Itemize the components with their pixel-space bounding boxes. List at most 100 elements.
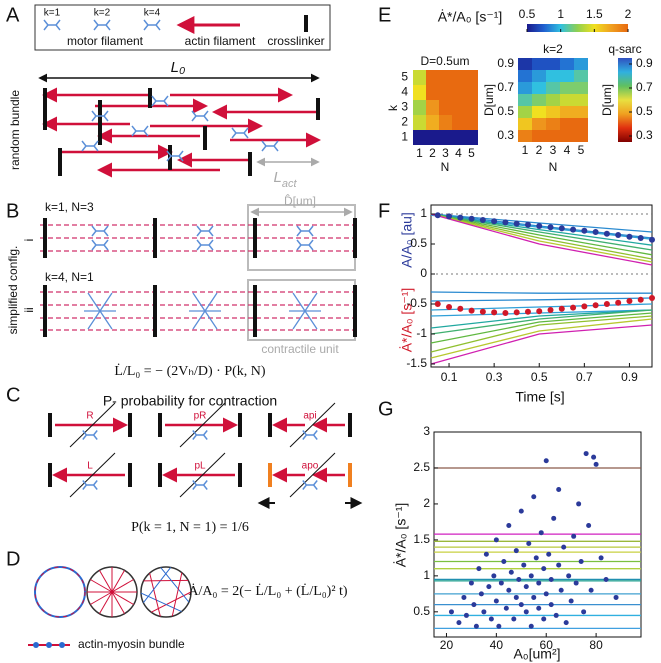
y-tick-label: 1 <box>423 568 430 582</box>
motor <box>196 225 214 237</box>
diagram-shapes <box>28 4 363 648</box>
dot <box>558 305 565 312</box>
x-tick-label: 60 <box>540 638 554 652</box>
heatmap-cell <box>452 85 465 100</box>
point <box>556 487 562 493</box>
point <box>581 609 587 615</box>
y-tick-label: 4 <box>401 85 408 99</box>
motor-star <box>204 292 221 330</box>
l0-label: L₀ <box>171 59 186 76</box>
heatmap-cell <box>546 130 560 142</box>
y-tick-label: 0.5 <box>497 104 514 118</box>
state-label: pR <box>194 411 207 422</box>
point <box>496 623 502 629</box>
colorbar-tick-label: 0.7 <box>636 80 653 94</box>
heatmap-cell <box>452 100 465 115</box>
line <box>430 213 653 251</box>
state-label: R <box>86 411 93 422</box>
motor-label: k=1 <box>44 8 61 19</box>
y-tick-label: 2 <box>401 115 408 129</box>
heatmap-cell <box>560 118 574 130</box>
motor <box>196 239 214 251</box>
line <box>430 213 653 246</box>
dot <box>592 229 599 235</box>
map-title: k=2 <box>543 42 563 56</box>
slash <box>289 402 336 448</box>
legend-label: actin filament <box>185 34 256 48</box>
colorbar-tick-label: 0.5 <box>636 104 653 118</box>
heatmap-cell <box>546 82 560 94</box>
dot <box>536 223 543 229</box>
axis-label: k <box>386 104 400 111</box>
axis-label: N <box>549 160 558 174</box>
spoke <box>90 579 113 593</box>
motor <box>82 430 98 440</box>
heatmap-cell <box>465 70 478 85</box>
dot <box>491 218 498 225</box>
y-tick-label: 1 <box>401 130 408 144</box>
heatmap-cell <box>413 130 426 145</box>
heatmap-cell <box>452 115 465 130</box>
heatmap-cell <box>426 70 439 85</box>
plot-frame <box>430 204 653 368</box>
x-tick-label: 0.7 <box>576 370 593 384</box>
spoke <box>111 591 134 605</box>
point <box>498 580 504 586</box>
side-label: simplified config. <box>6 246 20 335</box>
point <box>506 523 512 529</box>
point <box>501 558 507 564</box>
heatmap-cell <box>532 106 546 118</box>
heatmap-cell <box>452 130 465 145</box>
line <box>430 213 653 260</box>
heatmap-cell <box>439 70 452 85</box>
dot <box>446 213 453 220</box>
heatmap-cell <box>546 70 560 82</box>
side-label: random bundle <box>8 90 22 170</box>
point <box>518 508 524 514</box>
dot <box>626 298 633 304</box>
point <box>521 562 527 568</box>
heatmap-cell <box>560 58 574 70</box>
y-tick-label: 0.5 <box>410 236 427 250</box>
spoke <box>90 591 113 605</box>
chord <box>143 567 172 603</box>
motor <box>302 480 318 490</box>
point <box>536 605 542 611</box>
heatmap-cell <box>465 130 478 145</box>
y-tick-label: 3 <box>401 100 408 114</box>
line <box>430 312 653 344</box>
spoke <box>111 579 134 593</box>
dot <box>513 309 520 316</box>
point <box>473 623 479 629</box>
y-tick-label: 0 <box>420 266 427 280</box>
dot <box>479 308 486 315</box>
point <box>483 551 489 557</box>
lact-label: Lact <box>273 169 297 190</box>
dot <box>502 219 509 226</box>
motor <box>82 480 98 490</box>
point <box>541 616 547 622</box>
point <box>456 620 462 626</box>
heatmap-cell <box>546 118 560 130</box>
point <box>526 540 532 546</box>
heatmap-cell <box>439 85 452 100</box>
heatmap-cell <box>518 82 532 94</box>
spoke <box>111 591 125 614</box>
point <box>493 537 499 543</box>
point <box>508 569 514 575</box>
x-tick-label: 2 <box>429 146 436 160</box>
y-tick-label: -1.5 <box>406 356 427 370</box>
chord <box>151 591 192 613</box>
map-title: D=0.5um <box>420 54 469 68</box>
point <box>548 602 554 608</box>
unit-label: contractile unit <box>261 342 339 356</box>
axis-label: N <box>441 160 450 174</box>
legend-dot <box>46 642 52 648</box>
point <box>481 609 487 615</box>
dot <box>592 302 599 309</box>
point <box>491 573 497 579</box>
dot <box>558 225 565 232</box>
dot <box>637 235 644 241</box>
y-tick-label: -1 <box>416 326 427 340</box>
heatmap-cell <box>574 70 588 82</box>
